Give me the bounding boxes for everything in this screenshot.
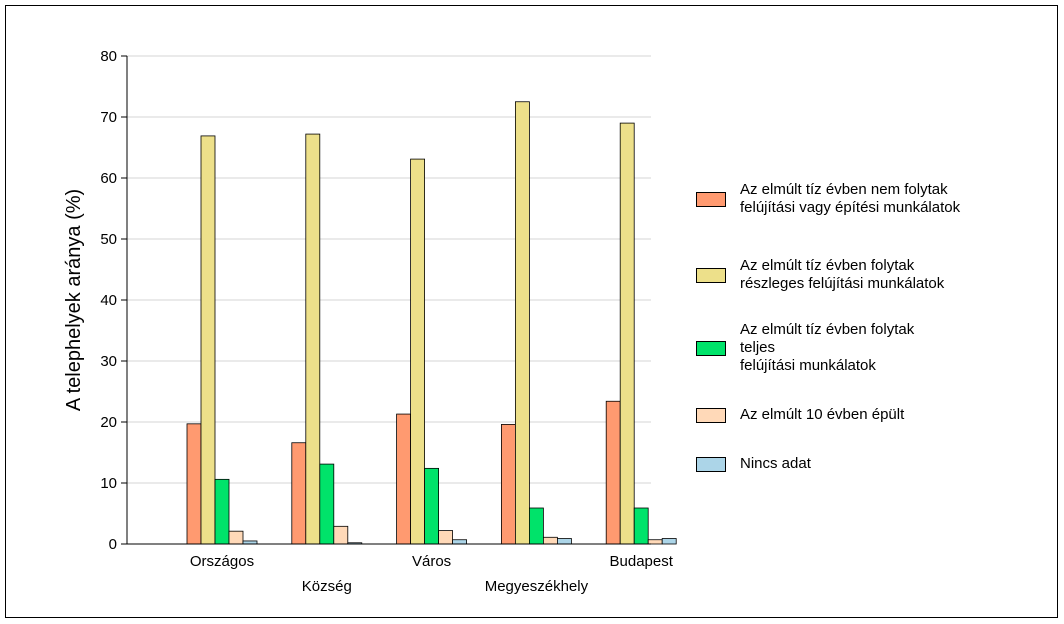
x-tick-label: Megyeszékhely [485,578,589,595]
y-tick-label: 0 [109,536,117,553]
bar [228,530,244,545]
bars [186,101,677,545]
legend-item: Az elmúlt 10 évben épült [696,406,904,424]
y-tick-label: 50 [100,231,117,248]
chart-frame: 0 10 20 30 40 50 60 70 80 Országos Község Város Meg… [5,5,1058,618]
x-tick-labels: Országos Község Város Megyeszékhely Budapest [190,553,674,595]
bar [291,442,307,545]
x-tick-label: Országos [190,553,254,570]
bar [514,101,530,545]
bar [647,539,663,545]
bar [557,538,572,545]
y-tick-labels: 0 10 20 30 40 50 60 70 80 [100,48,117,553]
bar-chart: 0 10 20 30 40 50 60 70 80 Országos Község Város Meg… [63,48,677,595]
bar [186,423,202,545]
bar [305,133,321,545]
bar [410,158,426,545]
legend-swatch [696,340,726,356]
y-tick-label: 20 [100,414,117,431]
legend-swatch [696,456,726,472]
y-tick-label: 80 [100,48,117,65]
axes [121,55,651,545]
bar [200,135,216,545]
bar [333,525,349,545]
bar [396,413,412,545]
bar [438,530,454,545]
x-tick-label: Község [302,578,352,595]
bar [214,478,230,545]
bar [529,507,544,545]
y-tick-label: 40 [100,292,117,309]
legend-label: Nincs adat [740,455,811,472]
x-tick-label: Város [412,553,451,570]
bar [543,536,558,545]
bar [424,467,440,545]
legend-label: Az elmúlt tíz évben folytak részleges fe… [740,257,945,292]
y-tick-label: 70 [100,109,117,126]
legend-item: Az elmúlt tíz évben nem folytak felújítá… [696,181,960,217]
legend-swatch [696,267,726,283]
legend-item: Az elmúlt tíz évben folytak teljes felúj… [696,321,914,375]
legend-label: Az elmúlt tíz évben nem folytak felújítá… [740,181,961,216]
x-tick-label: Budapest [610,553,674,570]
legend-label: Az elmúlt tíz évben folytak teljes felúj… [740,321,915,374]
y-axis-label: A telephelyek aránya (%) [63,189,85,411]
y-tick-label: 30 [100,353,117,370]
bar [619,122,635,545]
bar [452,539,468,545]
legend-swatch [696,407,726,423]
bar [605,400,621,545]
bar [661,538,677,545]
legend-swatch [696,191,726,207]
legend-label: Az elmúlt 10 évben épült [740,406,905,423]
y-tick-label: 60 [100,170,117,187]
bar [319,463,335,545]
legend-item: Az elmúlt tíz évben folytak részleges fe… [696,257,944,293]
legend-item: Nincs adat [696,455,811,473]
y-tick-label: 10 [100,475,117,492]
bar [633,507,649,545]
bar [500,424,516,545]
